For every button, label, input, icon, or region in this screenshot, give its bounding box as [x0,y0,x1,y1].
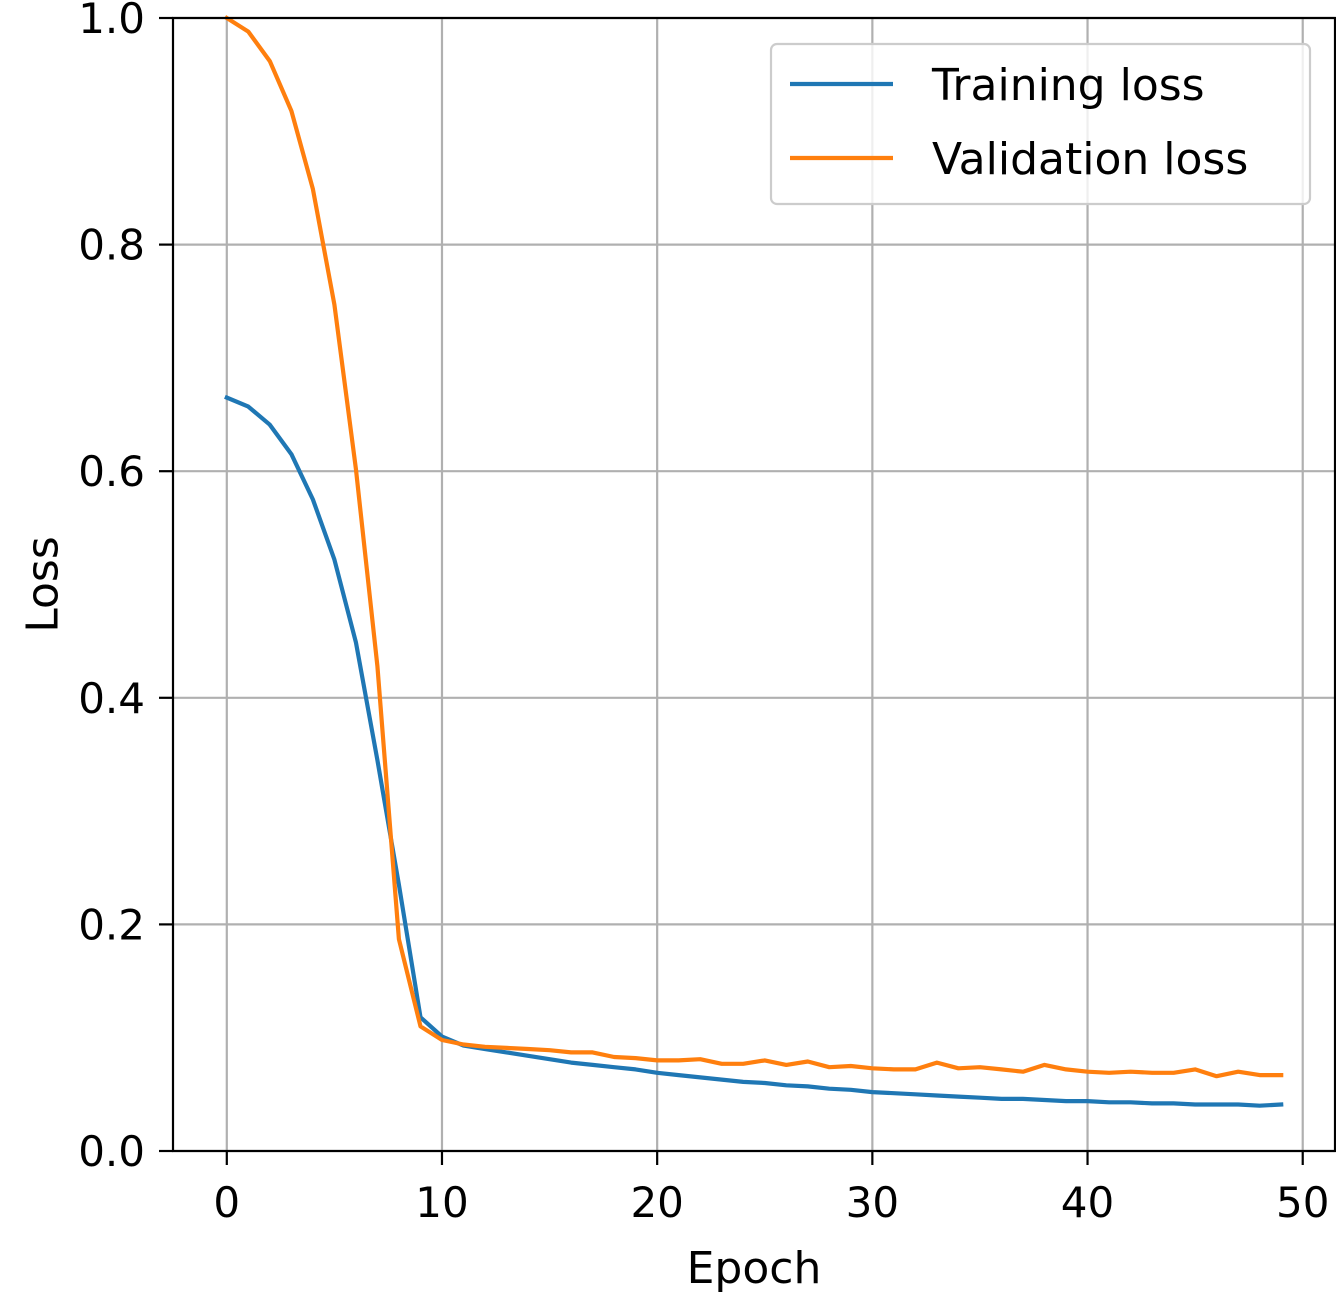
plot-frame [171,16,1336,1153]
y-tick-label: 0.6 [78,447,145,496]
y-tick-label: 0.4 [78,674,145,723]
series-lines [223,15,1284,1108]
legend: Training loss Validation loss [769,42,1312,206]
axis-ticks: 0 10 20 30 40 50 0.0 0.2 0.4 0.6 0.8 1.0 [78,0,1329,1227]
x-tick-label: 30 [846,1178,899,1227]
legend-label-training: Training loss [931,60,1205,111]
legend-label-validation: Validation loss [932,134,1248,185]
x-tick-label: 20 [630,1178,683,1227]
y-tick-label: 0.8 [78,221,145,270]
x-axis-title: Epoch [687,1243,822,1293]
y-tick-label: 1.0 [78,0,145,43]
y-axis-title: Loss [17,536,68,633]
x-tick-label: 50 [1276,1178,1329,1227]
x-tick-label: 10 [415,1178,468,1227]
validation-loss-line [223,15,1284,1079]
x-tick-label: 40 [1061,1178,1114,1227]
training-loss-line [224,394,1284,1108]
x-tick-label: 0 [213,1178,240,1227]
y-tick-label: 0.2 [78,900,145,949]
y-tick-label: 0.0 [78,1127,145,1176]
legend-box [769,42,1312,206]
